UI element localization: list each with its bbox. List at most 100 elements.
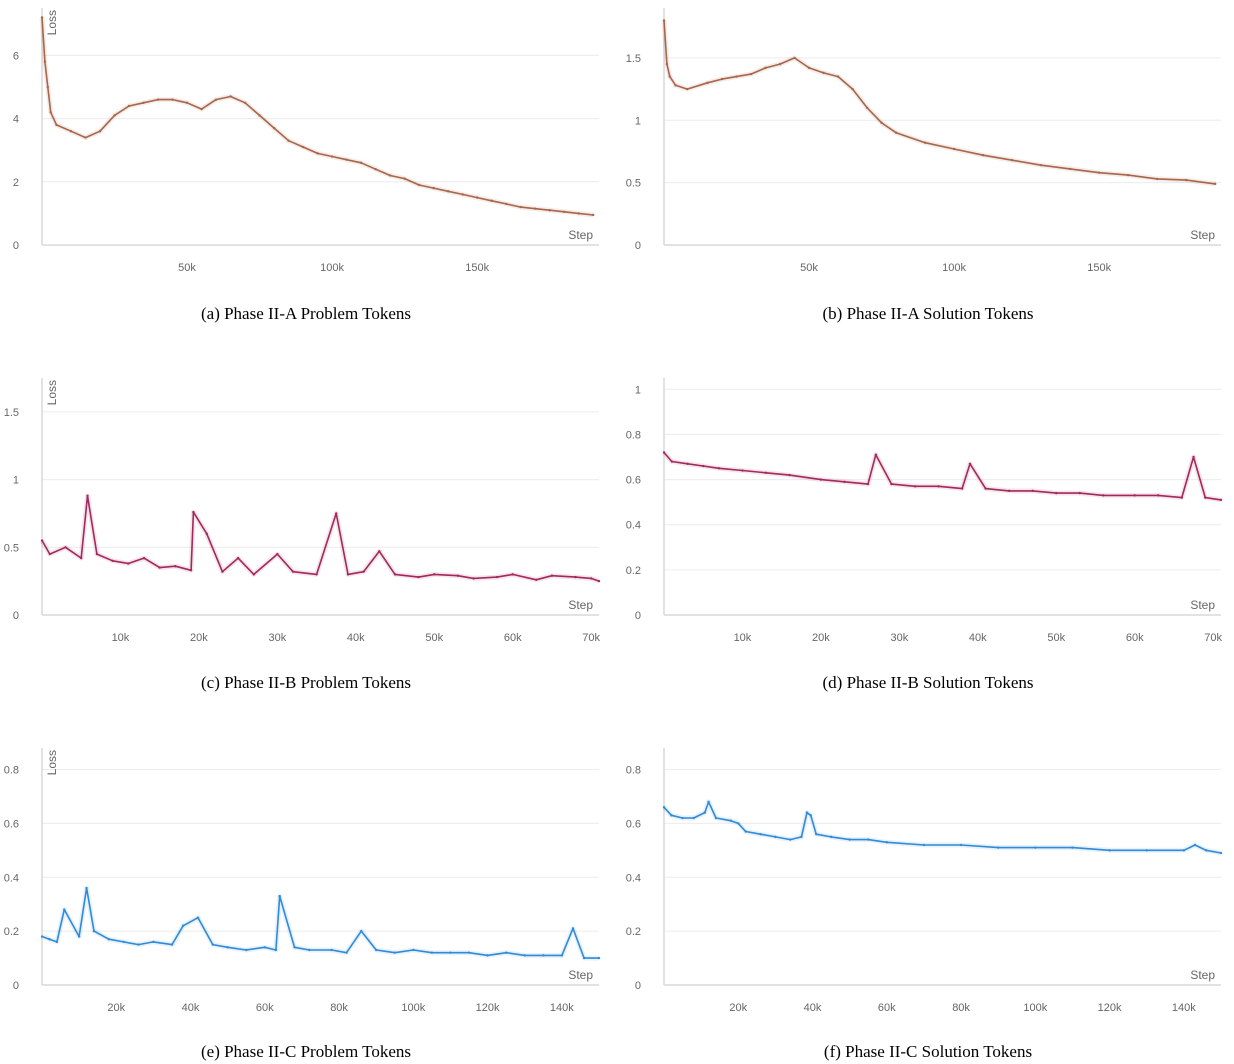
- data-point: [662, 451, 666, 454]
- data-point: [334, 512, 338, 515]
- data-point: [291, 570, 295, 573]
- y-tick-label: 0.5: [626, 178, 641, 190]
- data-point: [865, 106, 869, 109]
- data-point: [968, 462, 972, 465]
- data-point: [589, 577, 593, 580]
- data-point: [668, 75, 672, 78]
- data-point: [84, 136, 87, 139]
- data-point: [345, 951, 348, 954]
- series-line: [663, 451, 1222, 501]
- data-point: [519, 205, 522, 209]
- data-point: [922, 843, 926, 847]
- data-point: [574, 575, 577, 579]
- y-tick-label: 0.2: [4, 926, 19, 938]
- data-point: [729, 819, 733, 822]
- x-tick-label: 80k: [330, 1002, 348, 1014]
- data-point: [737, 822, 740, 825]
- y-axis-label: Loss: [45, 10, 59, 35]
- data-point: [85, 886, 88, 890]
- data-point: [274, 948, 278, 952]
- data-point: [952, 147, 956, 151]
- y-tick-label: 4: [13, 114, 19, 126]
- y-tick-label: 0.5: [4, 542, 19, 554]
- data-point: [192, 510, 195, 514]
- data-point: [959, 843, 963, 847]
- data-point: [388, 174, 392, 177]
- data-point: [662, 19, 666, 22]
- x-tick-label: 10k: [112, 632, 130, 644]
- data-point: [714, 816, 718, 820]
- chart-svg-d: 0 0.2 0.4 0.6 0.8 1 10k 20k 30k 40k 50k 60k 70k Step: [626, 378, 1223, 644]
- data-point: [122, 940, 125, 944]
- data-point: [181, 924, 185, 927]
- data-point: [245, 948, 248, 952]
- data-point: [142, 101, 145, 105]
- data-point: [229, 95, 232, 98]
- data-point: [446, 190, 450, 193]
- chart-panel-b: 0 0.5 1 1.5 50k 100k 150k Step: [622, 0, 1234, 280]
- y-tick-label: 0.6: [626, 818, 641, 830]
- y-tick-label: 0.8: [626, 429, 641, 441]
- data-point: [40, 935, 44, 938]
- data-point: [77, 935, 81, 938]
- x-tick-label: 20k: [107, 1002, 125, 1014]
- series-halo: [661, 20, 1216, 187]
- data-point: [960, 487, 964, 490]
- data-point: [819, 478, 823, 481]
- data-point: [1055, 491, 1058, 495]
- data-point: [475, 196, 479, 199]
- data-point: [263, 946, 266, 949]
- chart-panel-f: 0 0.2 0.4 0.6 0.8 20k 40k 60k 80k 100k 120k 140k Ste…: [622, 740, 1234, 1020]
- data-point: [378, 550, 381, 553]
- chart-panel-e: 0 0.2 0.4 0.6 0.8 20k 40k 60k 80k 100k 120k 140k Ste…: [0, 740, 612, 1020]
- data-point: [686, 87, 689, 91]
- data-point: [1039, 163, 1043, 167]
- x-axis-label: Step: [1190, 598, 1215, 612]
- series-line: [41, 495, 600, 582]
- data-point: [829, 835, 833, 839]
- data-point: [1031, 489, 1034, 493]
- data-point: [359, 161, 363, 165]
- data-point: [674, 84, 677, 87]
- data-point: [707, 800, 710, 804]
- caption-d: (d) Phase II-B Solution Tokens: [822, 673, 1034, 692]
- data-point: [807, 66, 811, 70]
- y-tick-label: 0.8: [4, 765, 19, 777]
- x-tick-label: 60k: [1126, 632, 1144, 644]
- y-tick-label: 0.6: [626, 475, 641, 487]
- data-point: [1157, 494, 1160, 497]
- data-point: [113, 114, 116, 117]
- data-point: [997, 846, 1000, 849]
- data-point: [316, 152, 319, 155]
- data-point: [562, 210, 566, 214]
- data-point: [1193, 843, 1197, 847]
- data-point: [923, 141, 927, 144]
- data-point: [670, 460, 674, 463]
- y-tick-label: 0.2: [626, 926, 641, 938]
- chart-svg-e: 0 0.2 0.4 0.6 0.8 20k 40k 60k 80k 100k 120k 140k Ste…: [4, 748, 601, 1014]
- chart-panel-a: 0 2 4 6 50k 100k 150k Step Loss: [0, 0, 612, 280]
- data-point: [1192, 455, 1195, 459]
- data-point: [430, 951, 434, 954]
- series-line: [663, 801, 1222, 854]
- data-point: [548, 209, 551, 212]
- data-point: [597, 579, 601, 583]
- data-point: [582, 956, 586, 960]
- data-point: [1034, 846, 1037, 849]
- data-point: [591, 213, 595, 217]
- data-point: [1204, 496, 1207, 499]
- data-point: [86, 494, 89, 498]
- data-point: [362, 570, 365, 573]
- x-tick-label: 70k: [1204, 632, 1222, 644]
- data-point: [749, 72, 753, 76]
- y-tick-label: 0: [635, 610, 641, 622]
- data-point: [205, 532, 208, 535]
- data-point: [137, 943, 140, 946]
- data-point: [890, 482, 893, 486]
- data-point: [189, 569, 193, 572]
- data-point: [523, 954, 526, 957]
- data-point: [200, 107, 203, 111]
- data-point: [95, 552, 99, 556]
- x-tick-label: 30k: [268, 632, 286, 644]
- data-point: [412, 948, 415, 952]
